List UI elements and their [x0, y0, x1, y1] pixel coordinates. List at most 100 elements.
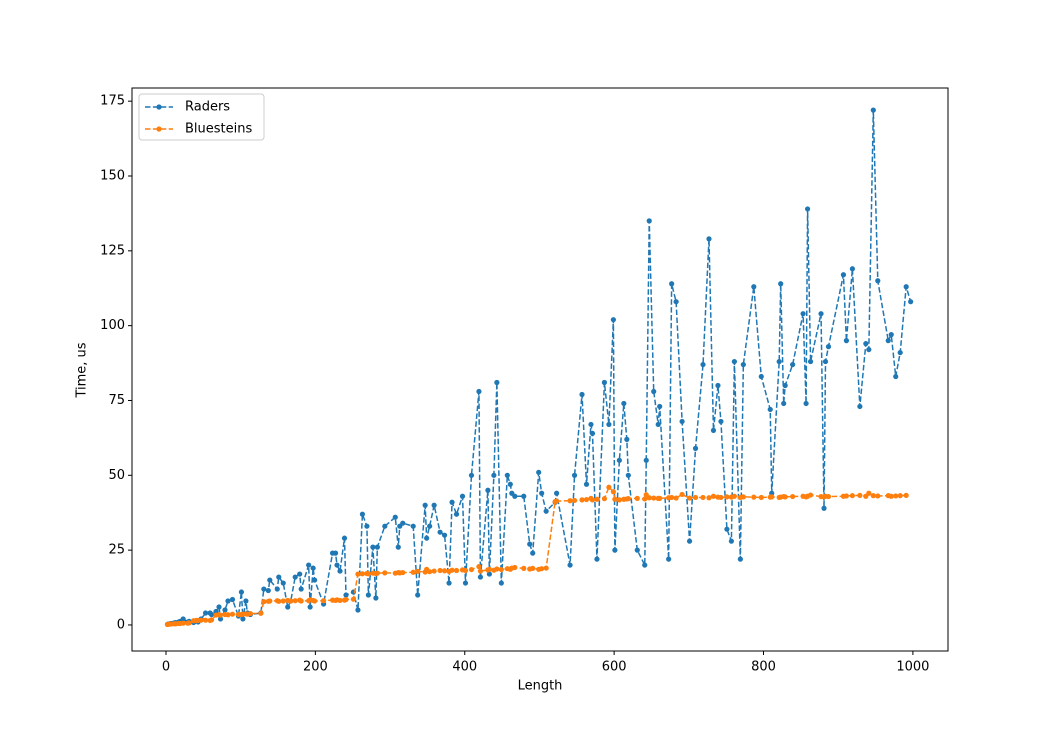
y-tick-label: 75	[108, 393, 125, 408]
data-point	[415, 568, 421, 574]
data-point	[710, 427, 717, 434]
data-point	[643, 457, 649, 463]
y-tick-label: 50	[108, 468, 125, 483]
data-point	[583, 481, 590, 487]
data-point	[857, 403, 863, 410]
x-tick-label: 600	[602, 660, 627, 675]
data-point	[441, 532, 448, 538]
data-point	[382, 523, 388, 529]
data-point	[485, 487, 491, 493]
data-point	[610, 317, 616, 323]
data-point	[724, 526, 730, 532]
data-point	[781, 400, 787, 407]
data-point	[512, 564, 518, 571]
y-tick-label: 0	[117, 617, 125, 632]
data-point	[893, 493, 899, 499]
data-point	[216, 604, 222, 610]
data-point	[265, 587, 271, 594]
data-point	[610, 489, 616, 495]
data-point	[274, 586, 280, 592]
data-point	[624, 436, 630, 442]
data-point	[186, 620, 192, 626]
data-point	[692, 445, 699, 451]
data-point	[731, 358, 737, 365]
data-point	[449, 499, 455, 505]
data-point	[382, 570, 388, 576]
data-point	[504, 472, 510, 478]
data-point	[437, 567, 443, 574]
data-point	[427, 569, 433, 575]
data-point	[673, 495, 679, 501]
x-tick-label: 1000	[896, 660, 929, 675]
data-point	[800, 311, 806, 317]
data-point	[359, 571, 366, 577]
data-point	[589, 430, 596, 437]
data-point	[341, 535, 348, 541]
data-point	[776, 358, 782, 365]
y-tick-label: 25	[108, 543, 125, 558]
data-point	[453, 511, 460, 517]
data-point	[441, 568, 448, 574]
data-point	[601, 379, 608, 386]
data-point	[285, 604, 291, 610]
y-tick-label: 150	[100, 168, 125, 183]
data-point	[601, 496, 608, 502]
data-point	[280, 598, 286, 604]
data-point	[427, 523, 433, 529]
data-point	[222, 607, 228, 613]
data-point	[355, 571, 361, 577]
data-point	[897, 349, 903, 356]
data-point	[875, 278, 881, 284]
data-point	[410, 523, 416, 529]
data-point	[888, 493, 894, 499]
data-point	[459, 493, 466, 499]
data-point	[320, 598, 327, 604]
data-point	[225, 598, 231, 604]
data-point	[651, 388, 657, 395]
data-point	[343, 596, 349, 603]
data-point	[298, 586, 304, 592]
data-point	[213, 608, 219, 615]
data-point	[583, 496, 590, 503]
data-point	[840, 272, 847, 278]
data-point	[462, 567, 469, 574]
data-point	[646, 218, 652, 224]
data-point	[870, 107, 876, 113]
data-point	[686, 538, 693, 544]
data-point	[539, 566, 545, 572]
data-point	[307, 604, 313, 610]
data-point	[240, 616, 246, 622]
data-point	[498, 580, 504, 586]
data-point	[642, 562, 648, 568]
data-point	[374, 570, 380, 576]
x-axis-label: Length	[518, 679, 563, 694]
data-point	[229, 596, 236, 603]
data-point	[364, 523, 370, 529]
data-point	[400, 569, 406, 576]
data-point	[567, 562, 573, 568]
data-point	[642, 496, 648, 502]
data-point	[807, 358, 814, 365]
data-point	[700, 361, 706, 368]
data-point	[724, 494, 730, 500]
data-point	[373, 595, 379, 601]
data-point	[288, 598, 294, 604]
data-point	[422, 502, 428, 508]
data-point	[276, 574, 282, 580]
data-point	[567, 498, 573, 504]
data-point	[415, 592, 421, 598]
data-point	[343, 592, 349, 598]
data-point	[208, 617, 215, 623]
data-point	[261, 586, 267, 592]
data-point	[692, 494, 699, 501]
data-point	[804, 206, 811, 212]
data-point	[410, 569, 416, 575]
data-point	[229, 611, 236, 617]
data-point	[731, 493, 737, 499]
data-point	[400, 520, 406, 526]
data-point	[651, 495, 657, 501]
data-point	[527, 541, 533, 547]
data-point	[512, 493, 518, 499]
data-point	[243, 598, 249, 604]
data-point	[507, 481, 513, 487]
